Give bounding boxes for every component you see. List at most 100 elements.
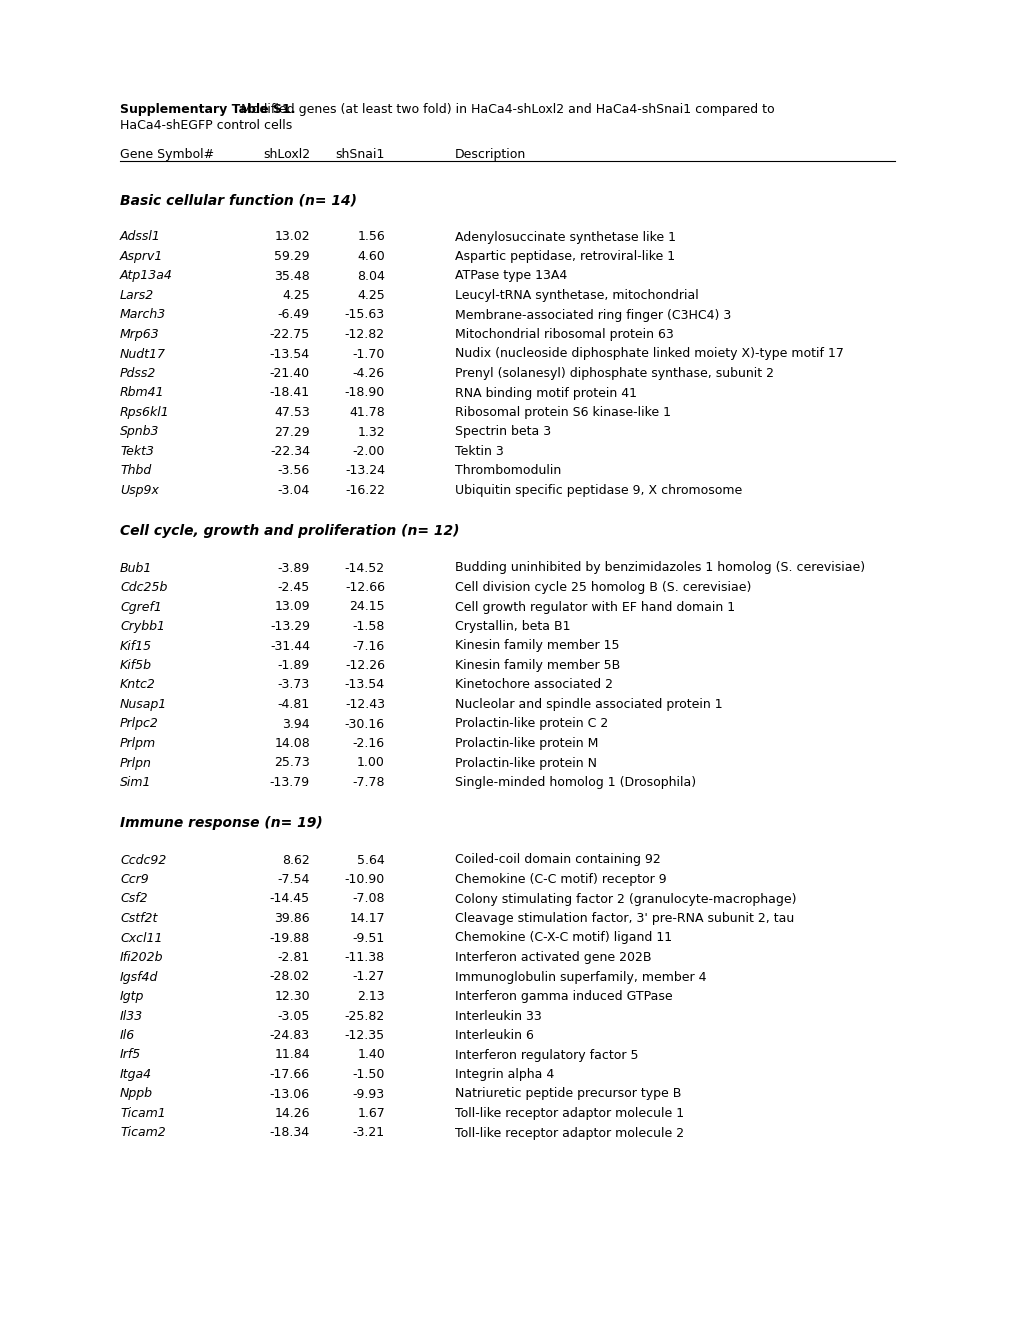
- Text: Ticam1: Ticam1: [120, 1107, 166, 1119]
- Text: -1.50: -1.50: [353, 1068, 384, 1081]
- Text: Igtp: Igtp: [120, 990, 145, 1003]
- Text: -12.43: -12.43: [344, 698, 384, 711]
- Text: Prlpc2: Prlpc2: [120, 718, 159, 730]
- Text: 4.60: 4.60: [357, 249, 384, 263]
- Text: Prolactin-like protein N: Prolactin-like protein N: [454, 756, 596, 770]
- Text: Sim1: Sim1: [120, 776, 152, 789]
- Text: -22.75: -22.75: [269, 327, 310, 341]
- Text: 8.04: 8.04: [357, 269, 384, 282]
- Text: Interleukin 6: Interleukin 6: [454, 1030, 533, 1041]
- Text: -14.52: -14.52: [344, 561, 384, 574]
- Text: -13.79: -13.79: [270, 776, 310, 789]
- Text: 27.29: 27.29: [274, 425, 310, 438]
- Text: Nusap1: Nusap1: [120, 698, 167, 711]
- Text: -13.54: -13.54: [344, 678, 384, 692]
- Text: -11.38: -11.38: [344, 950, 384, 964]
- Text: Lars2: Lars2: [120, 289, 154, 302]
- Text: 8.62: 8.62: [282, 854, 310, 866]
- Text: Toll-like receptor adaptor molecule 1: Toll-like receptor adaptor molecule 1: [454, 1107, 684, 1119]
- Text: -19.88: -19.88: [269, 932, 310, 945]
- Text: -18.41: -18.41: [270, 387, 310, 400]
- Text: Kif5b: Kif5b: [120, 659, 152, 672]
- Text: -2.81: -2.81: [277, 950, 310, 964]
- Text: Spnb3: Spnb3: [120, 425, 159, 438]
- Text: -24.83: -24.83: [270, 1030, 310, 1041]
- Text: -7.54: -7.54: [277, 873, 310, 886]
- Text: Membrane-associated ring finger (C3HC4) 3: Membrane-associated ring finger (C3HC4) …: [454, 309, 731, 322]
- Text: Interferon regulatory factor 5: Interferon regulatory factor 5: [454, 1048, 638, 1061]
- Text: 13.02: 13.02: [274, 231, 310, 243]
- Text: Prolactin-like protein C 2: Prolactin-like protein C 2: [454, 718, 607, 730]
- Text: Immunoglobulin superfamily, member 4: Immunoglobulin superfamily, member 4: [454, 970, 706, 983]
- Text: -13.06: -13.06: [270, 1088, 310, 1101]
- Text: Pdss2: Pdss2: [120, 367, 156, 380]
- Text: 2.13: 2.13: [357, 990, 384, 1003]
- Text: -14.45: -14.45: [270, 892, 310, 906]
- Text: -12.66: -12.66: [344, 581, 384, 594]
- Text: Nppb: Nppb: [120, 1088, 153, 1101]
- Text: Tektin 3: Tektin 3: [454, 445, 503, 458]
- Text: -12.26: -12.26: [344, 659, 384, 672]
- Text: -1.89: -1.89: [277, 659, 310, 672]
- Text: 14.17: 14.17: [350, 912, 384, 925]
- Text: 25.73: 25.73: [274, 756, 310, 770]
- Text: -13.29: -13.29: [270, 620, 310, 634]
- Text: Kntc2: Kntc2: [120, 678, 156, 692]
- Text: Bub1: Bub1: [120, 561, 152, 574]
- Text: -9.93: -9.93: [353, 1088, 384, 1101]
- Text: -22.34: -22.34: [270, 445, 310, 458]
- Text: -3.05: -3.05: [277, 1010, 310, 1023]
- Text: Integrin alpha 4: Integrin alpha 4: [454, 1068, 553, 1081]
- Text: Modified genes (at least two fold) in HaCa4-shLoxl2 and HaCa4-shSnai1 compared t: Modified genes (at least two fold) in Ha…: [237, 103, 774, 116]
- Text: 3.94: 3.94: [282, 718, 310, 730]
- Text: Colony stimulating factor 2 (granulocyte-macrophage): Colony stimulating factor 2 (granulocyte…: [454, 892, 796, 906]
- Text: 12.30: 12.30: [274, 990, 310, 1003]
- Text: -4.26: -4.26: [353, 367, 384, 380]
- Text: Interferon gamma induced GTPase: Interferon gamma induced GTPase: [454, 990, 672, 1003]
- Text: Ccdc92: Ccdc92: [120, 854, 166, 866]
- Text: -18.90: -18.90: [344, 387, 384, 400]
- Text: Kinetochore associated 2: Kinetochore associated 2: [454, 678, 612, 692]
- Text: Nudix (nucleoside diphosphate linked moiety X)-type motif 17: Nudix (nucleoside diphosphate linked moi…: [454, 347, 843, 360]
- Text: -16.22: -16.22: [344, 484, 384, 498]
- Text: Ifi202b: Ifi202b: [120, 950, 163, 964]
- Text: -12.35: -12.35: [344, 1030, 384, 1041]
- Text: Interferon activated gene 202B: Interferon activated gene 202B: [454, 950, 651, 964]
- Text: -3.56: -3.56: [277, 465, 310, 478]
- Text: Kinesin family member 15: Kinesin family member 15: [454, 639, 619, 652]
- Text: Kinesin family member 5B: Kinesin family member 5B: [454, 659, 620, 672]
- Text: -2.00: -2.00: [353, 445, 384, 458]
- Text: HaCa4-shEGFP control cells: HaCa4-shEGFP control cells: [120, 119, 292, 132]
- Text: Prolactin-like protein M: Prolactin-like protein M: [454, 737, 598, 750]
- Text: 13.09: 13.09: [274, 601, 310, 614]
- Text: Interleukin 33: Interleukin 33: [454, 1010, 541, 1023]
- Text: Rbm41: Rbm41: [120, 387, 164, 400]
- Text: Leucyl-tRNA synthetase, mitochondrial: Leucyl-tRNA synthetase, mitochondrial: [454, 289, 698, 302]
- Text: 41.78: 41.78: [348, 407, 384, 418]
- Text: Basic cellular function (n= 14): Basic cellular function (n= 14): [120, 193, 357, 207]
- Text: -7.08: -7.08: [353, 892, 384, 906]
- Text: Toll-like receptor adaptor molecule 2: Toll-like receptor adaptor molecule 2: [454, 1126, 684, 1139]
- Text: 47.53: 47.53: [274, 407, 310, 418]
- Text: 4.25: 4.25: [282, 289, 310, 302]
- Text: Atp13a4: Atp13a4: [120, 269, 172, 282]
- Text: March3: March3: [120, 309, 166, 322]
- Text: Cstf2t: Cstf2t: [120, 912, 157, 925]
- Text: Supplementary Table S1.: Supplementary Table S1.: [120, 103, 296, 116]
- Text: shSnai1: shSnai1: [335, 148, 384, 161]
- Text: -1.58: -1.58: [353, 620, 384, 634]
- Text: -7.16: -7.16: [353, 639, 384, 652]
- Text: Cdc25b: Cdc25b: [120, 581, 167, 594]
- Text: Itga4: Itga4: [120, 1068, 152, 1081]
- Text: ATPase type 13A4: ATPase type 13A4: [454, 269, 567, 282]
- Text: Il33: Il33: [120, 1010, 143, 1023]
- Text: Rps6kl1: Rps6kl1: [120, 407, 169, 418]
- Text: -18.34: -18.34: [270, 1126, 310, 1139]
- Text: 1.00: 1.00: [357, 756, 384, 770]
- Text: -15.63: -15.63: [344, 309, 384, 322]
- Text: Cleavage stimulation factor, 3' pre-RNA subunit 2, tau: Cleavage stimulation factor, 3' pre-RNA …: [454, 912, 794, 925]
- Text: Kif15: Kif15: [120, 639, 152, 652]
- Text: Chemokine (C-C motif) receptor 9: Chemokine (C-C motif) receptor 9: [454, 873, 666, 886]
- Text: 59.29: 59.29: [274, 249, 310, 263]
- Text: Single-minded homolog 1 (Drosophila): Single-minded homolog 1 (Drosophila): [454, 776, 695, 789]
